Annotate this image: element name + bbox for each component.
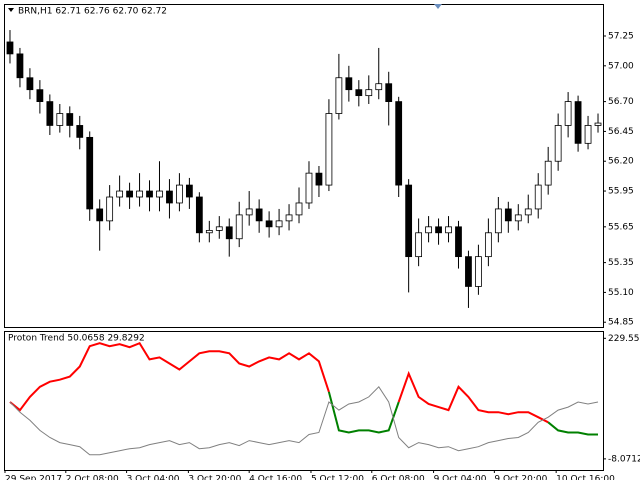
candle-body [425,226,432,234]
candle-body [176,184,183,204]
candle-body [445,226,452,234]
x-tick-label: 5 Oct 12:00 [311,475,364,480]
candle-body [56,113,64,126]
main-frame [4,4,604,328]
y-tick-label: 229.558 [608,334,640,344]
candle-body [355,89,363,97]
candle-body [335,77,343,114]
candle-body [46,101,54,126]
indicator-title: Proton Trend 50.0658 29.8292 [8,334,145,344]
menu-arrow[interactable] [8,8,14,12]
y-tick-label: 56.20 [608,157,634,167]
x-tick-label: 4 Oct 16:00 [249,475,302,480]
y-tick-label: 55.10 [608,288,634,298]
candle-body [195,196,203,234]
candle-body [455,226,462,258]
x-tick-label: 29 Sep 2017 [5,475,62,480]
candle-body [365,89,373,97]
x-tick-label: 9 Oct 20:00 [494,475,547,480]
candle-body [86,136,94,210]
candle-body [435,226,442,234]
candle-body [76,125,84,138]
y-tick-label: 56.45 [608,127,634,137]
candle-body [215,226,223,231]
candle-body [564,101,572,126]
y-tick-label: 54.85 [608,318,634,328]
indicator-line [9,341,549,424]
candle-body [594,122,602,126]
candle-body [305,172,313,204]
candle-body [395,101,403,186]
candle-body [285,214,293,222]
candle-body [265,220,273,228]
y-tick-label: 57.00 [608,61,634,71]
x-tick-label: 6 Oct 08:00 [372,475,425,480]
x-tick-label: 2 Oct 08:00 [66,475,119,480]
candle-body [385,83,393,103]
candle-body [116,190,124,198]
candle-body [136,190,143,198]
candle-body [205,229,213,234]
candle-body [235,214,243,240]
candle-body [375,83,383,91]
candle-body [275,220,283,228]
candle-body [465,256,472,287]
candle-body [574,101,582,144]
chart-title: BRN,H1 62.71 62.76 62.70 62.72 [18,7,167,17]
candle-body [315,172,323,186]
candle-body [514,214,522,222]
candle-body [225,226,233,240]
candle-body [475,256,482,287]
candle-body [405,184,413,258]
candle-body [156,190,163,198]
y-tick-label: 57.25 [608,32,634,42]
indicator-line [327,391,598,436]
y-tick-label: 55.65 [608,222,634,232]
candle-body [504,208,512,222]
candle-body [544,160,552,186]
candle-body [584,125,592,144]
candle-body [126,190,133,198]
y-tick-label: -8.0712 [608,454,640,464]
x-tick-label: 3 Oct 20:00 [188,475,241,480]
candle-body [554,125,562,162]
candle-body [255,208,263,222]
indicator-line [9,386,599,456]
candle-body [345,77,353,91]
candle-body [325,113,333,186]
indicator-frame [4,331,604,471]
candle-body [534,184,542,210]
y-tick-label: 55.95 [608,187,634,197]
y-tick-label: 55.35 [608,258,634,268]
candle-body [36,89,44,102]
candle-body [66,113,74,126]
candle-body [16,53,24,79]
candle-body [484,232,492,258]
candle-body [106,196,114,222]
shift-marker[interactable] [434,4,442,9]
y-tick-label: 56.70 [608,97,634,107]
candle-body [6,41,14,55]
candle-body [494,208,502,234]
candle-body [185,184,193,198]
candle-body [295,202,303,216]
candle-body [245,208,253,216]
candle-body [166,190,173,204]
candle-body [96,208,104,222]
x-tick-label: 10 Oct 16:00 [556,475,615,480]
candle-body [26,77,34,91]
candle-body [146,190,153,198]
x-tick-label: 9 Oct 04:00 [434,475,487,480]
x-tick-label: 3 Oct 04:00 [127,475,180,480]
candle-body [415,232,423,258]
candle-body [524,208,532,216]
